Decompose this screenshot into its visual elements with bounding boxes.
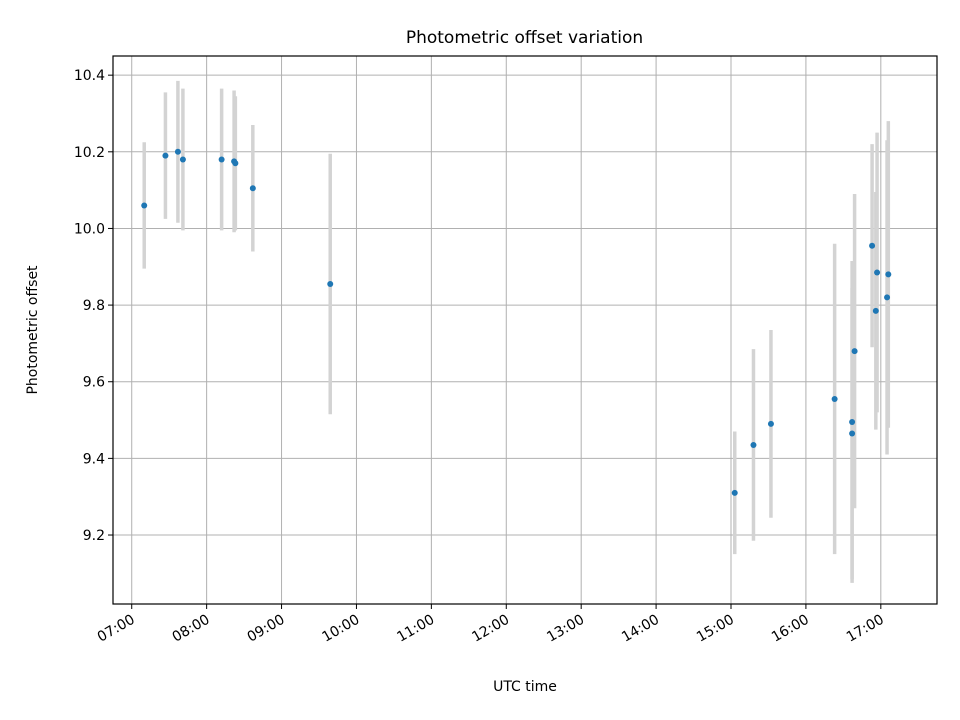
x-tick-label: 14:00: [619, 612, 662, 646]
data-point: [141, 202, 148, 209]
grid-layer: [113, 56, 937, 604]
data-point: [249, 185, 256, 192]
data-point: [767, 420, 774, 427]
y-tick-label: 9.4: [83, 451, 105, 467]
data-point: [232, 160, 239, 167]
plot-frame: [112, 55, 938, 605]
data-point: [851, 348, 858, 355]
data-point: [731, 489, 738, 496]
data-point: [162, 152, 169, 159]
x-tick-label: 13:00: [544, 612, 587, 646]
data-point: [218, 156, 225, 163]
x-tick-label: 11:00: [394, 612, 437, 646]
x-tick-label: 17:00: [844, 612, 887, 646]
data-point: [884, 294, 891, 301]
x-tick-label: 08:00: [170, 612, 213, 646]
data-point: [874, 269, 881, 276]
data-point: [831, 395, 838, 402]
y-axis-label: Photometric offset: [25, 265, 41, 395]
point-layer: [141, 148, 892, 496]
data-point: [179, 156, 186, 163]
y-tick-label: 10.0: [74, 221, 105, 237]
x-tick-label: 10:00: [320, 612, 363, 646]
y-tick-label: 9.8: [83, 298, 105, 314]
data-point: [872, 307, 879, 314]
x-tick-label: 07:00: [95, 612, 138, 646]
x-axis-label: UTC time: [493, 679, 557, 695]
data-point: [750, 441, 757, 448]
tick-layer: 07:00 08:00 09:00 10:00 11:00 12:00 13:00 14:00…: [74, 68, 887, 645]
data-point: [849, 418, 856, 425]
y-tick-label: 9.2: [83, 528, 105, 544]
data-point: [869, 242, 876, 249]
x-tick-label: 15:00: [694, 612, 737, 646]
x-tick-label: 12:00: [469, 612, 512, 646]
y-tick-label: 9.6: [83, 375, 105, 391]
data-point: [327, 281, 334, 288]
data-point: [174, 148, 181, 155]
y-tick-label: 10.2: [74, 145, 105, 161]
chart-title: Photometric offset variation: [406, 28, 643, 48]
x-tick-label: 09:00: [245, 612, 288, 646]
data-point: [849, 430, 856, 437]
errorbar-layer: [142, 80, 891, 583]
x-tick-label: 16:00: [769, 612, 812, 646]
data-point: [885, 271, 892, 278]
y-tick-label: 10.4: [74, 68, 105, 84]
